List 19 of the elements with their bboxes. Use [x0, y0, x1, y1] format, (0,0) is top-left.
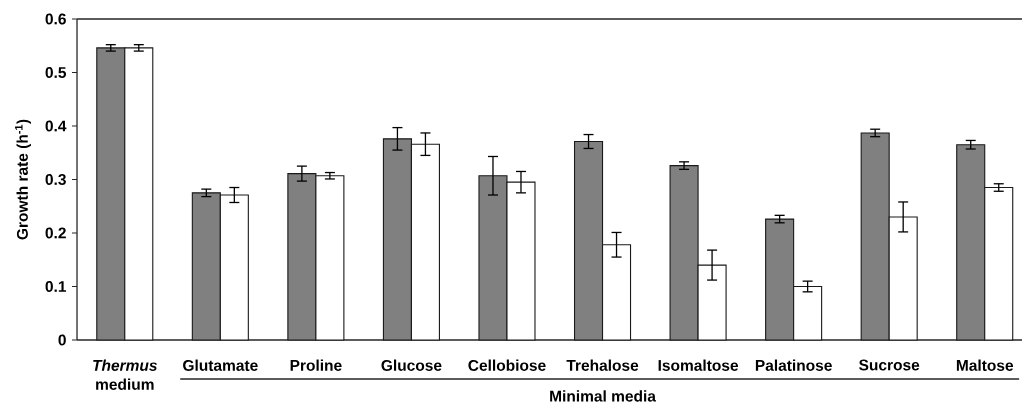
x-tick-label: Thermus medium	[93, 359, 157, 390]
x-tick-label: Palatinose	[755, 359, 832, 371]
y-tick-label: 0.6	[45, 13, 66, 25]
x-tick-label: Proline	[290, 359, 342, 371]
x-tick-label: Isomaltose	[658, 359, 739, 371]
y-tick-label: 0.4	[45, 120, 67, 132]
text: Minimal media	[550, 390, 657, 402]
x-tick-label: Maltose	[956, 359, 1014, 371]
y-tick-label: 0.2	[45, 227, 66, 239]
x-tick-label: Cellobiose	[468, 359, 546, 371]
x-tick-label: Glucose	[381, 359, 442, 371]
x-tick-label: Glutamate	[183, 359, 258, 371]
y-tick-label: 0.1	[45, 281, 67, 292]
y-axis-title: Growth rate (h$^{-1}$)	[15, 119, 31, 240]
x-tick-label: Sucrose	[859, 359, 920, 371]
y-tick-label: 0	[58, 334, 66, 346]
x-tick-label: Trehalose	[566, 359, 639, 371]
y-tick-label: 0.5	[45, 67, 67, 78]
y-tick-label: 0.3	[45, 174, 66, 185]
